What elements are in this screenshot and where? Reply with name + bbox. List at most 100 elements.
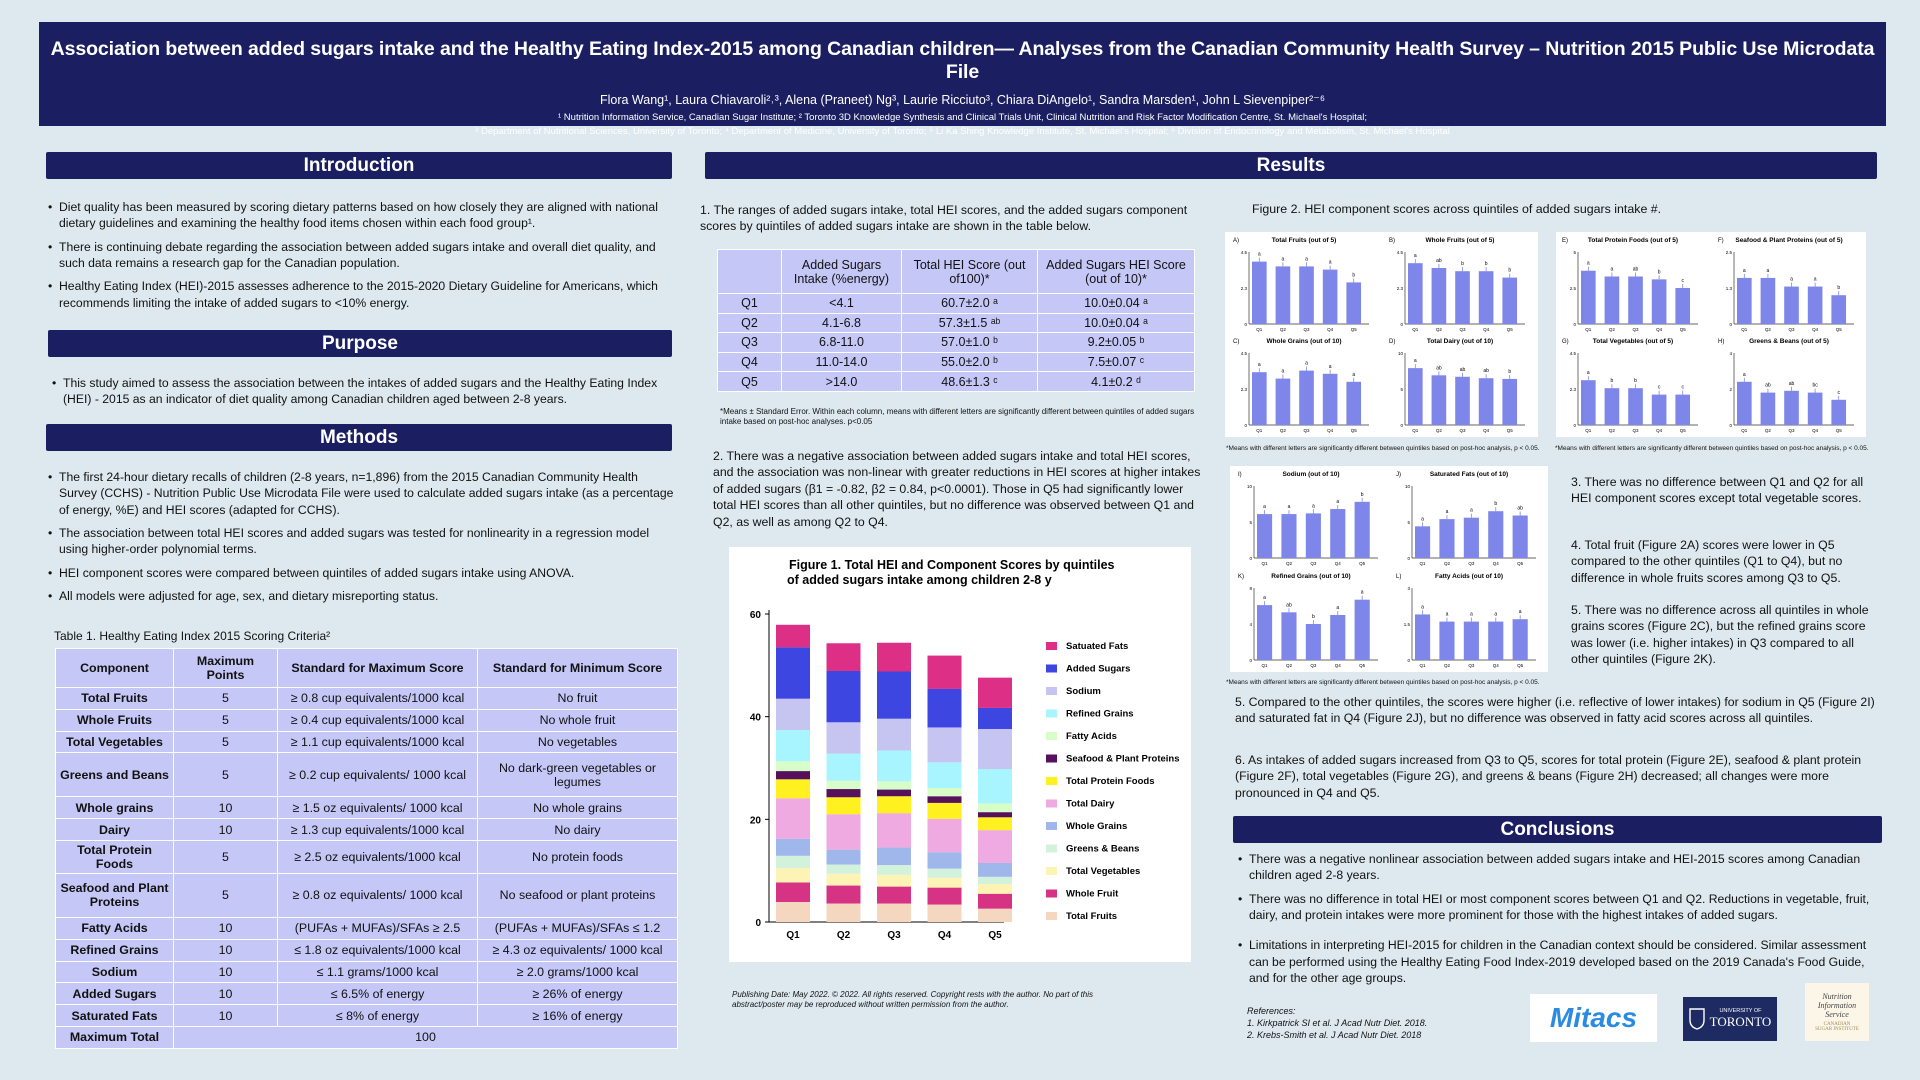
table-row: Fatty Acids 10 (PUFAs + MUFAs)/SFAs ≥ 2.5(… [55,916,678,940]
methods-heading: Methods [46,424,672,451]
legend-swatch [1046,732,1057,740]
panel-bar [1760,392,1776,425]
panel-title: Sodium (out of 10) [1282,471,1339,478]
table-cell: 9.2±0.05 ᵇ [1037,332,1195,353]
panel-title: Fatty Acids (out of 10) [1435,573,1503,580]
panel-x-label: Q3 [1633,428,1640,433]
panel-x-label: Q5 [1359,663,1366,668]
stacked-bar-segment [877,847,911,866]
result-point-5b: 5. Compared to the other quintiles, the … [1235,695,1875,726]
stacked-bar-segment [978,707,1012,729]
nis-csi-logo: Nutrition Information Service CANADIAN S… [1805,983,1869,1041]
panel-bar [1346,381,1362,425]
panel-bar [1628,276,1643,324]
table-cell: 5 [173,839,278,874]
quintile-table: Added Sugars Intake (%energy) Total HEI … [717,249,1195,392]
table-header-cell [717,249,782,294]
panel-bar [1257,605,1273,660]
panel-x-label: Q5 [1680,428,1687,433]
significance-letter: b [1837,285,1840,291]
table-row: Q4 11.0-14.0 55.0±2.0 ᵇ 7.5±0.07 ᶜ [717,351,1195,373]
stacked-bar-segment [877,671,911,719]
panel-bar [1463,621,1479,660]
table-cell: 4.1-6.8 [781,312,902,334]
table-cell: 10 [173,796,278,820]
panel-tick-label: 5 [1573,250,1576,255]
y-tick-label: 60 [750,610,762,621]
panel-bar [1675,288,1691,324]
stacked-bar-segment [826,903,861,922]
x-tick-label: Q1 [786,930,800,941]
stacked-bar-segment [927,877,962,888]
table-cell: ≥ 1.5 oz equivalents/ 1000 kcal [277,796,478,820]
significance-letter: a [1446,612,1449,618]
legend-label: Whole Fruit [1066,889,1119,900]
reference-item: 1. Kirkpatrick SI et al. J Acad Nutr Die… [1247,1018,1428,1029]
legend-label: Added Sugars [1066,664,1130,675]
panel-bar [1604,388,1620,425]
panel-tick-label: 2.3 [1397,286,1404,291]
panel-x-label: Q2 [1609,428,1616,433]
panel-x-label: Q4 [1656,428,1663,433]
table-cell: (PUFAs + MUFAs)/SFAs ≤ 1.2 [477,916,678,940]
table-cell: ≥ 0.8 cup equivalents/1000 kcal [277,687,478,710]
conclusions-list: There was a negative nonlinear associati… [1236,851,1876,993]
panel-label: H) [1718,339,1724,345]
panel-x-label: Q3 [1789,428,1796,433]
total-value-cell: 100 [173,1025,678,1049]
panel-bar [1651,394,1667,425]
introduction-bullet: There is continuing debate regarding the… [46,239,676,272]
x-tick-label: Q3 [887,930,901,941]
panel-bar [1807,286,1823,324]
figure-2-note: *Means with different letters are signif… [1226,679,1540,686]
panel-tick-label: 2 [1729,387,1732,392]
significance-letter: ab [1517,506,1523,512]
panel-bar [1415,614,1431,660]
stacked-bar-segment [877,886,911,904]
stacked-bar-segment [776,855,810,869]
nis-logo-text: Nutrition [1822,992,1852,1001]
table-row: Q1 <4.1 60.7±2.0 ᵃ 10.0±0.04 ᵃ [717,293,1195,314]
significance-letter: a [1258,252,1261,258]
panel-x-label: Q2 [1765,327,1772,332]
significance-letter: a [1305,256,1308,262]
panel-x-label: Q3 [1310,561,1317,566]
panel-x-label: Q4 [1656,327,1663,332]
panel-x-label: Q5 [1836,327,1843,332]
panel-label: A) [1233,238,1239,244]
panel-x-label: Q1 [1262,663,1269,668]
legend-swatch [1046,867,1057,875]
panel-label: B) [1389,238,1395,244]
stacked-bar-segment [978,830,1012,863]
panel-tick-label: 1.5 [1404,622,1411,627]
stacked-bar-segment [978,876,1012,885]
significance-letter: a [1282,369,1285,375]
stacked-bar-segment [826,722,861,754]
stacked-bar-segment [877,865,911,875]
panel-x-label: Q4 [1812,428,1819,433]
stacked-bar-segment [978,817,1012,831]
table-row: Sodium 10 ≤ 1.1 grams/1000 kcal ≥ 2.0 grams… [55,960,678,984]
significance-letter: a [1494,612,1497,618]
panel-x-label: Q3 [1789,327,1796,332]
panel-bar [1354,599,1370,660]
panel-tick-label: 0 [1729,423,1732,428]
table-header-cell: Total HEI Score (out of100)* [901,249,1038,294]
panel-x-label: Q1 [1741,428,1748,433]
affiliations: ¹ Nutrition Information Service, Canadia… [39,111,1886,139]
uoft-logo: UNIVERSITY OF TORONTO [1683,997,1777,1041]
panel-label: C) [1233,339,1239,345]
significance-letter: a [1288,504,1291,510]
panel-x-label: Q1 [1412,327,1419,332]
panel-bar [1604,276,1620,324]
component-cell: Total Vegetables [55,730,174,754]
component-cell: Greens and Beans [55,752,174,798]
result-point-1: 1. The ranges of added sugars intake, to… [700,203,1188,234]
y-tick-label: 40 [750,713,762,724]
stacked-bar-segment [776,698,810,731]
legend-swatch [1046,912,1057,920]
table-row: Total Protein Foods 5 ≥ 2.5 oz equivalents… [55,839,678,874]
table-row: Q5 >14.0 48.6±1.3 ᶜ 4.1±0.2 ᵈ [717,371,1195,392]
result-point-3: 3. There was no difference between Q1 an… [1571,475,1864,506]
legend-label: Total Vegetables [1066,866,1140,877]
